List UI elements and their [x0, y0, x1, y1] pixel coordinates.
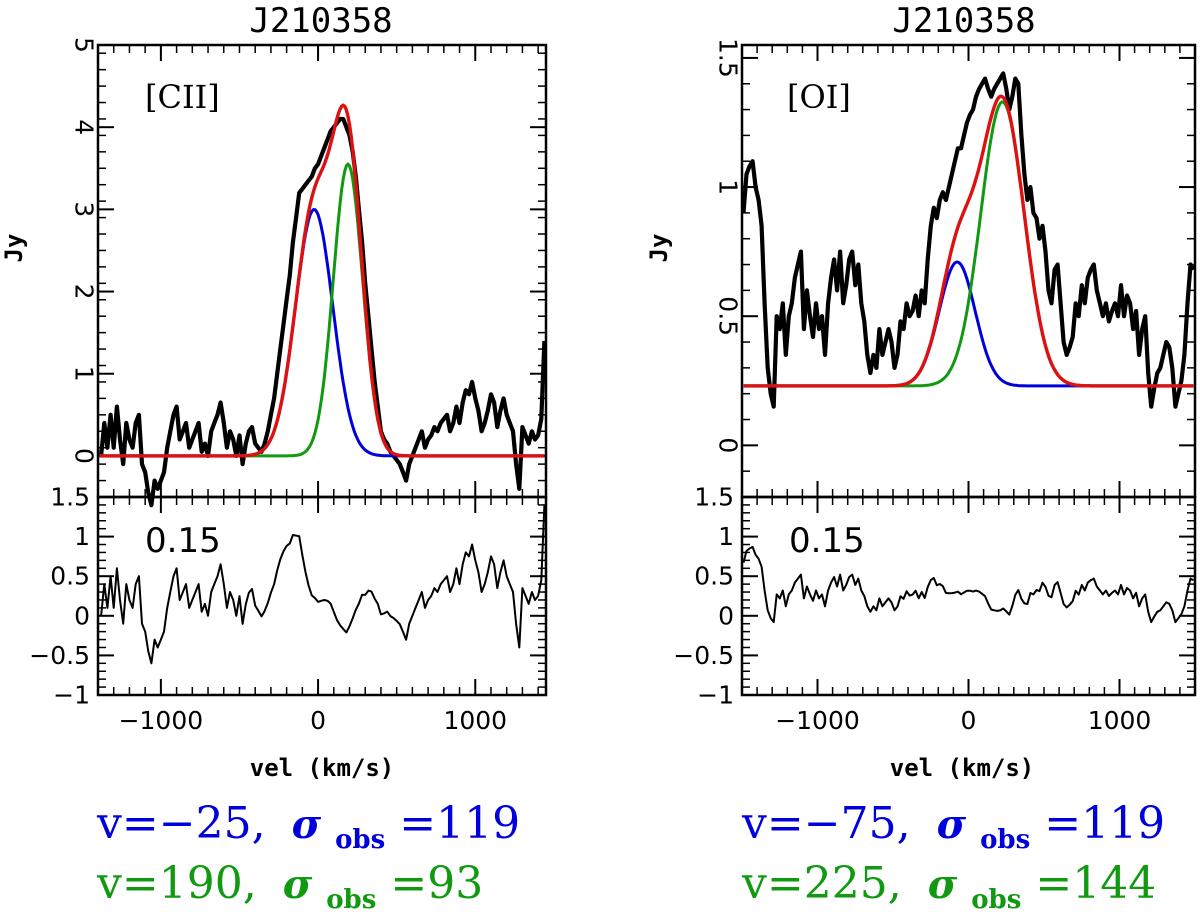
oi-main-plot	[741, 71, 1196, 409]
oi-title: J210358	[892, 1, 1035, 41]
oi-residual-plot	[742, 545, 1194, 624]
cii-green-fit-line: v=190, σ obs =93	[96, 858, 483, 918]
cii-blue-sigma-symbol: σ	[292, 801, 322, 848]
oi-x-tick-label: −1000	[775, 706, 860, 735]
oi-blue-sigma-symbol: σ	[937, 801, 967, 848]
cii-green-sigma-subscript: obs	[326, 885, 376, 915]
oi-total-fit-curve	[743, 94, 1194, 388]
cii-res-y-tick-label: −1	[53, 681, 90, 710]
oi-residual-annotation: 0.15	[789, 521, 865, 561]
cii-residual-spectrum	[100, 504, 546, 665]
oi-res-y-tick-label: 1	[718, 522, 734, 551]
oi-green-fit-line: v=225, σ obs =144	[741, 858, 1156, 918]
oi-fit-summary: v=−75, σ obs =119 v=225, σ obs =144	[741, 798, 1165, 918]
cii-main-plot	[99, 103, 547, 508]
cii-res-y-tick-label: −0.5	[29, 641, 90, 670]
oi-res-y-tick-label: 0.5	[694, 562, 734, 591]
oi-residual-axis: −1 −0.5 0 0.5 1 1.5 −1000 0 1000	[673, 483, 1196, 735]
oi-res-y-tick-label: −1	[697, 681, 734, 710]
cii-y-tick-label: 2	[70, 284, 99, 300]
cii-x-tick-label: 0	[310, 706, 326, 735]
oi-blue-sigma-subscript: obs	[980, 825, 1030, 855]
oi-x-tick-label: 0	[961, 706, 977, 735]
cii-x-axis-label: vel (km/s)	[250, 754, 395, 782]
cii-res-y-tick-label: 1	[74, 522, 90, 551]
oi-y-tick-label: 1.5	[714, 38, 743, 78]
cii-y-tick-label: 4	[69, 119, 98, 135]
cii-y-tick-label: 3	[70, 201, 99, 217]
cii-residual-annotation: 0.15	[145, 521, 221, 561]
cii-x-tick-label: −1000	[119, 706, 204, 735]
oi-data-spectrum	[741, 71, 1196, 409]
oi-y-tick-label: 1	[714, 179, 743, 195]
cii-title: J210358	[249, 1, 392, 41]
oi-x-tick-label: 1000	[1088, 706, 1152, 735]
cii-blue-sigma-subscript: obs	[335, 825, 385, 855]
cii-blue-sigma-value: =119	[399, 798, 520, 849]
cii-y-axis-label: Jy	[0, 234, 28, 263]
oi-green-velocity: v=225,	[741, 858, 902, 909]
oi-blue-fit-line: v=−75, σ obs =119	[741, 798, 1165, 859]
cii-blue-velocity: v=−25,	[96, 798, 266, 849]
cii-res-y-tick-label: 1.5	[50, 483, 90, 512]
cii-y-tick-label: 5	[70, 37, 99, 53]
cii-y-tick-label: 0	[70, 448, 99, 464]
cii-total-fit-curve	[99, 103, 545, 458]
oi-res-y-tick-label: 0	[718, 601, 734, 630]
oi-green-sigma-symbol: σ	[928, 861, 958, 908]
cii-green-sigma-value: =93	[390, 858, 483, 909]
oi-x-axis-label: vel (km/s)	[890, 754, 1035, 782]
oi-res-y-tick-label: −0.5	[673, 641, 734, 670]
oi-blue-sigma-value: =119	[1044, 798, 1165, 849]
cii-x-tick-label: 1000	[443, 706, 507, 735]
cii-fit-summary: v=−25, σ obs =119 v=190, σ obs =93	[96, 798, 520, 918]
cii-blue-fit-line: v=−25, σ obs =119	[96, 798, 520, 859]
oi-y-axis-label: Jy	[645, 234, 673, 263]
cii-line-label: [CII]	[145, 78, 220, 116]
cii-residual-axis: −1 −0.5 0 0.5 1 1.5 −1000 0 1000	[29, 483, 546, 735]
oi-line-label: [OI]	[787, 78, 851, 116]
oi-main-axis: 0 0.5 1 1.5	[714, 38, 1196, 498]
cii-residual-plot	[100, 504, 546, 665]
oi-blue-velocity: v=−75,	[741, 798, 911, 849]
oi-res-y-tick-label: 1.5	[694, 483, 734, 512]
cii-green-sigma-symbol: σ	[283, 861, 313, 908]
cii-res-y-tick-label: 0.5	[50, 562, 90, 591]
cii-data-spectrum	[99, 116, 547, 508]
oi-green-sigma-value: =144	[1035, 858, 1156, 909]
oi-residual-frame	[740, 495, 1197, 697]
cii-y-tick-label: 1	[70, 366, 99, 382]
cii-res-y-tick-label: 0	[74, 601, 90, 630]
oi-y-tick-label: 0.5	[714, 296, 743, 336]
oi-green-component-curve	[743, 100, 1194, 388]
cii-residual-frame	[96, 495, 548, 697]
oi-y-tick-label: 0	[714, 437, 743, 453]
oi-residual-spectrum	[742, 545, 1194, 624]
oi-green-sigma-subscript: obs	[971, 885, 1021, 915]
cii-green-velocity: v=190,	[96, 858, 257, 909]
oi-panel: J210358 Jy 00.511.5 [OI] −1−0.500.511.5−…	[645, 1, 1197, 782]
